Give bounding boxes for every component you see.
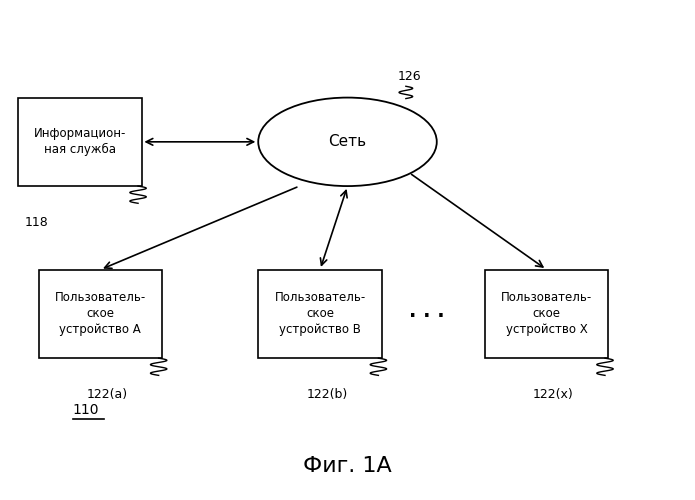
Text: 118: 118 xyxy=(25,216,49,228)
FancyBboxPatch shape xyxy=(485,270,608,358)
Text: Пользователь-
ское
устройство А: Пользователь- ское устройство А xyxy=(55,292,146,337)
FancyBboxPatch shape xyxy=(259,270,382,358)
Text: 110: 110 xyxy=(73,403,99,417)
Text: Пользователь-
ское
устройство Х: Пользователь- ское устройство Х xyxy=(501,292,592,337)
Text: Сеть: Сеть xyxy=(329,134,366,150)
Text: . . .: . . . xyxy=(409,302,444,321)
Ellipse shape xyxy=(259,98,436,186)
Text: Информацион-
ная служба: Информацион- ная служба xyxy=(33,128,126,156)
FancyBboxPatch shape xyxy=(38,270,162,358)
FancyBboxPatch shape xyxy=(18,98,142,186)
Text: 122(b): 122(b) xyxy=(306,388,348,400)
Text: 122(a): 122(a) xyxy=(87,388,128,400)
Text: Фиг. 1А: Фиг. 1А xyxy=(303,456,392,476)
Text: Пользователь-
ское
устройство В: Пользователь- ское устройство В xyxy=(275,292,366,337)
Text: 126: 126 xyxy=(398,70,421,83)
Text: 122(x): 122(x) xyxy=(533,388,573,400)
